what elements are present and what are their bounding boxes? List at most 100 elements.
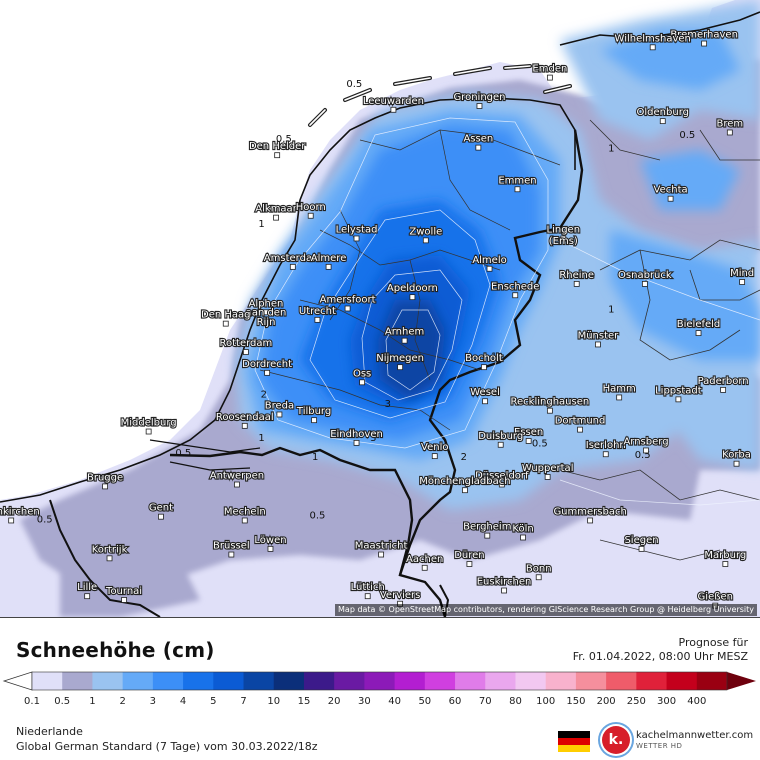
city-marker	[525, 438, 532, 444]
city-rijn: Rijn	[255, 316, 276, 329]
city-brugge: Brugge	[86, 471, 124, 490]
colorbar-swatch	[273, 672, 305, 690]
city-marker	[546, 74, 553, 81]
city-marker	[520, 534, 526, 541]
city-label: Lingen	[547, 224, 581, 235]
city-mönchengladbach: Mönchengladbach	[418, 475, 512, 494]
colorbar-tick-label: 200	[596, 696, 616, 707]
city-marker	[466, 561, 473, 567]
city-label: Amersfoort	[320, 295, 376, 306]
city-marker	[241, 422, 248, 429]
city-tilburg: Tilburg	[295, 405, 332, 424]
contour-value-label: 0.5	[175, 448, 191, 459]
city-marker	[102, 483, 108, 490]
brand-subtitle: WETTER HD	[636, 742, 683, 750]
map-attribution: Map data © OpenStreetMap contributors, r…	[335, 604, 757, 616]
city-label: Emmen	[498, 175, 536, 186]
colorbar-tick-label: 0.5	[54, 696, 71, 707]
city-label: Arnsberg	[623, 436, 668, 447]
city-label: Köln	[512, 524, 533, 535]
city-marker	[701, 40, 708, 47]
city-emden: Emden	[531, 62, 568, 81]
city-köln: Köln	[511, 522, 535, 541]
city-label: Hamm	[603, 383, 636, 394]
city-marker	[722, 561, 729, 567]
colorbar-swatch	[303, 672, 335, 690]
city-münster: Münster	[576, 329, 620, 348]
city-brem: Brem	[715, 117, 744, 136]
city-oldenburg: Oldenburg	[635, 106, 690, 125]
city-marker	[431, 453, 438, 460]
city-marker	[514, 186, 521, 193]
city-marker	[535, 574, 542, 581]
city-recklinghausen: Recklinghausen	[509, 396, 590, 414]
city-label: Roosendaal	[216, 412, 274, 423]
city-marker	[484, 532, 491, 539]
city-marker	[314, 316, 321, 323]
city-label: Mind	[730, 268, 754, 279]
city-label: Rheine	[559, 270, 594, 281]
colorbar-tick-label: 30	[358, 696, 371, 707]
contour-value-label: 0.5	[309, 511, 325, 522]
city-hoorn: Hoorn	[295, 201, 327, 219]
city-lille: Lille	[76, 581, 98, 600]
city-bergheim: Bergheim	[462, 521, 513, 539]
city-venlo: Venlo	[420, 441, 450, 460]
colorbar-swatch	[455, 672, 486, 690]
city-marker	[421, 564, 428, 571]
city-marker	[84, 593, 91, 600]
city-arnsberg: Arnsberg	[622, 435, 670, 454]
city-label: Assen	[463, 134, 493, 145]
kachelmann-logo-icon[interactable]: k.	[602, 726, 630, 754]
city-marker	[497, 441, 504, 448]
city-label: Oss	[353, 368, 371, 379]
colorbar-tick-label: 3	[149, 696, 157, 707]
colorbar-swatch	[32, 672, 63, 690]
city-marker	[512, 292, 519, 299]
city-marker	[158, 513, 164, 520]
colorbar-tick-label: 2	[119, 696, 126, 707]
city-breda: Breda	[264, 399, 295, 418]
colorbar-tick-label: 5	[210, 696, 217, 707]
city-dortmund: Dortmund	[554, 415, 606, 433]
contour-value-label: 0.5	[37, 514, 53, 525]
contour-value-label: 0.5	[532, 439, 548, 450]
contour-value-label: 3	[385, 399, 391, 410]
city-label: Leeuwarden	[363, 96, 424, 107]
city-enschede: Enschede	[490, 280, 541, 299]
city-bremerhaven: Bremerhaven	[669, 28, 739, 47]
colorbar-tick-label: 0.1	[24, 696, 40, 707]
border-nl-de	[398, 129, 584, 617]
city-marker	[739, 279, 746, 285]
city-marker	[733, 460, 740, 467]
province-borders	[259, 129, 561, 431]
city-marker	[401, 337, 408, 344]
city-label: Oldenburg	[637, 107, 689, 118]
city-label: Lüttich	[351, 582, 385, 593]
city-label: Gummersbach	[553, 506, 626, 517]
colorbar-swatch	[213, 672, 245, 690]
city-marker	[501, 587, 507, 594]
colorbar-swatch	[122, 672, 154, 690]
city-apeldoorn: Apeldoorn	[386, 282, 439, 301]
city-nijmegen: Nijmegen	[375, 352, 425, 371]
city-label: Tournai	[105, 586, 142, 597]
city-marker	[390, 106, 397, 113]
city-utrecht: Utrecht	[298, 305, 337, 323]
city-almere: Almere	[310, 252, 347, 270]
colorbar-swatch	[243, 672, 275, 690]
colorbar-swatch	[606, 672, 637, 690]
city-almelo: Almelo	[471, 254, 508, 272]
city-label: Lippstadt	[655, 385, 702, 396]
brand-name[interactable]: kachelmannwetter.com	[636, 730, 754, 741]
city-label: Rotterdam	[219, 338, 272, 349]
city-label: Marburg	[704, 550, 746, 561]
forecast-time: Fr. 01.04.2022, 08:00 Uhr MESZ	[572, 650, 748, 663]
city-marker	[364, 593, 371, 600]
city-label: aan den	[246, 308, 287, 319]
city-marker	[667, 195, 674, 202]
snow-depth-map[interactable]: 0.5 0.5 1 1 0.5 1 1 2 3 0.5 1 1 3 2 0.5 0.5 0.5 0.5 Breme…	[0, 0, 760, 618]
city-bonn: Bonn	[525, 562, 553, 581]
city-euskirchen: Euskirchen	[476, 575, 532, 594]
city-osnabrück: Osnabrück	[617, 269, 673, 287]
